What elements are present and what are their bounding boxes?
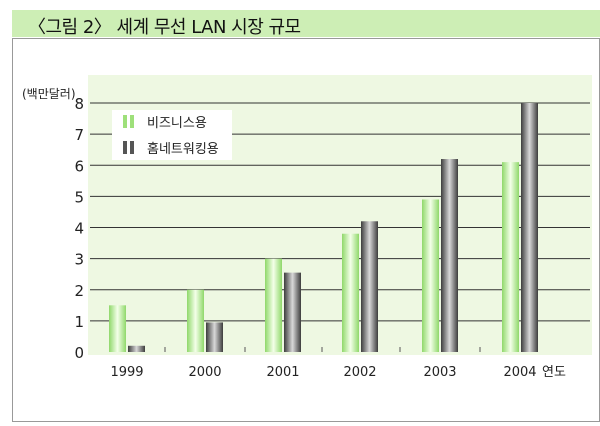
x-tick-label: 2001 xyxy=(266,365,299,380)
legend-swatch-home-2 xyxy=(130,141,134,154)
legend-swatch-home xyxy=(123,141,127,154)
title-bar: 〈그림 2〉 세계 무선 LAN 시장 규모 xyxy=(12,10,600,38)
y-tick-label: 0 xyxy=(74,344,84,362)
y-tick-label: 4 xyxy=(74,220,84,238)
legend: 비즈니스용 홈네트워킹용 xyxy=(112,110,232,160)
bar-home-2001 xyxy=(284,272,301,352)
bar-home-2000 xyxy=(206,322,223,352)
bar-business-2000 xyxy=(187,289,204,352)
y-tick-label: 5 xyxy=(74,188,84,206)
bar-business-2004 xyxy=(502,162,519,352)
legend-label-business: 비즈니스용 xyxy=(147,116,207,131)
legend-label-home: 홈네트워킹용 xyxy=(147,142,219,157)
bar-business-1999 xyxy=(109,305,126,352)
bar-business-2001 xyxy=(265,258,282,352)
legend-swatch-business xyxy=(123,115,127,128)
x-tick-label: 1999 xyxy=(110,365,143,380)
y-tick-label: 3 xyxy=(74,251,84,269)
bar-home-1999 xyxy=(128,345,145,352)
bar-business-2002 xyxy=(342,233,359,352)
y-axis-label: (백만달러) xyxy=(22,87,76,101)
legend-swatch-business-2 xyxy=(130,115,134,128)
y-tick-label: 1 xyxy=(74,313,84,331)
y-tick-label: 6 xyxy=(74,157,84,175)
y-tick-label: 2 xyxy=(74,282,84,300)
bar-home-2004 xyxy=(521,103,538,352)
chart-title: 〈그림 2〉 세계 무선 LAN 시장 규모 xyxy=(28,17,301,38)
x-axis-label: 연도 xyxy=(542,365,566,380)
x-tick-label: 2003 xyxy=(423,365,456,380)
bar-home-2002 xyxy=(361,221,378,352)
x-tick-label: 2004 xyxy=(503,365,536,380)
x-tick-label: 2000 xyxy=(188,365,221,380)
x-tick-label: 2002 xyxy=(343,365,376,380)
y-tick-label: 8 xyxy=(74,95,84,113)
bar-home-2003 xyxy=(441,159,458,352)
y-tick-label: 7 xyxy=(74,126,84,144)
bar-business-2003 xyxy=(422,199,439,352)
